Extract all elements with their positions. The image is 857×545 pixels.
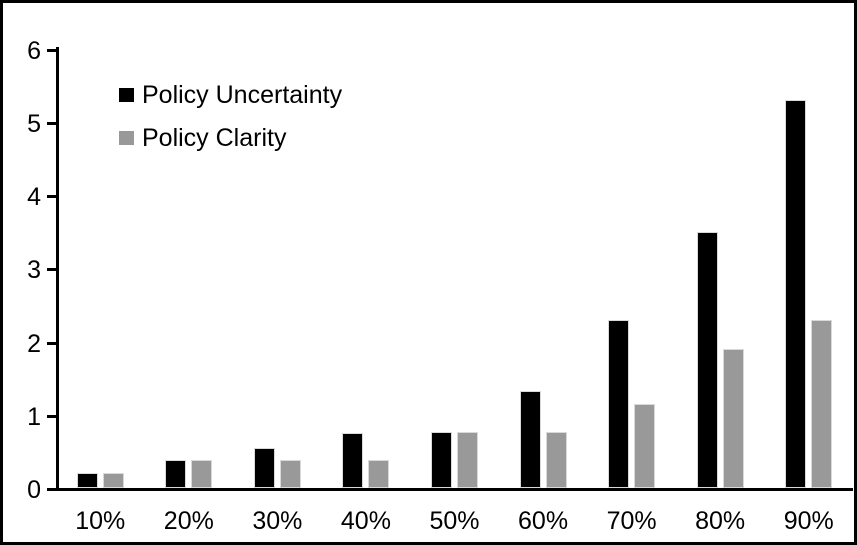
y-tick-mark-5 (47, 122, 56, 126)
y-tick-mark-1 (47, 414, 56, 418)
legend-label-policy-uncertainty: Policy Uncertainty (142, 81, 343, 109)
x-tick-label-10%: 10% (75, 507, 126, 535)
bar-policy-clarity-50% (457, 431, 478, 488)
y-tick-label-3: 3 (27, 256, 41, 285)
y-tick-mark-0 (47, 488, 56, 491)
y-tick-label-2: 2 (27, 329, 41, 358)
y-tick-label-0: 0 (27, 476, 41, 504)
x-tick-label-90%: 90% (783, 507, 834, 535)
y-tick-mark-2 (47, 341, 56, 345)
legend-item-policy-clarity: Policy Clarity (119, 122, 342, 154)
bar-policy-uncertainty-40% (342, 433, 364, 488)
bar-policy-clarity-80% (722, 348, 744, 488)
bar-policy-clarity-40% (368, 460, 390, 488)
legend: Policy Uncertainty Policy Clarity (119, 79, 342, 165)
x-tick-label-80%: 80% (695, 507, 746, 535)
legend-swatch-policy-uncertainty (119, 88, 134, 102)
bar-policy-uncertainty-60% (519, 390, 541, 488)
bar-policy-clarity-10% (102, 473, 124, 488)
bar-policy-uncertainty-90% (785, 100, 807, 488)
legend-item-policy-uncertainty: Policy Uncertainty (119, 79, 342, 111)
x-tick-label-50%: 50% (429, 507, 480, 535)
y-tick-label-6: 6 (27, 36, 41, 65)
y-tick-label-5: 5 (27, 110, 41, 139)
x-tick-label-30%: 30% (252, 507, 303, 535)
bar-policy-uncertainty-50% (431, 431, 452, 488)
bar-policy-clarity-30% (279, 460, 301, 488)
y-tick-mark-6 (47, 48, 56, 52)
bar-policy-uncertainty-80% (696, 231, 718, 488)
x-tick-label-60%: 60% (518, 507, 569, 535)
bar-policy-uncertainty-10% (76, 473, 98, 488)
x-axis-line (56, 488, 853, 491)
bar-policy-uncertainty-70% (608, 319, 630, 488)
bar-policy-clarity-90% (811, 319, 833, 488)
bar-policy-clarity-60% (545, 431, 567, 488)
y-tick-mark-4 (47, 195, 56, 199)
bar-policy-clarity-20% (191, 460, 213, 488)
y-tick-label-1: 1 (27, 402, 41, 431)
bar-policy-uncertainty-20% (165, 460, 187, 488)
bar-policy-clarity-70% (634, 403, 656, 488)
x-tick-label-70%: 70% (606, 507, 657, 535)
y-tick-label-4: 4 (27, 183, 41, 212)
y-axis-line (56, 46, 59, 491)
legend-label-policy-clarity: Policy Clarity (142, 124, 287, 152)
y-tick-mark-3 (47, 268, 56, 272)
legend-swatch-policy-clarity (119, 131, 134, 145)
bar-policy-uncertainty-30% (253, 447, 275, 488)
x-tick-label-40%: 40% (340, 507, 391, 535)
x-tick-label-20%: 20% (163, 507, 214, 535)
